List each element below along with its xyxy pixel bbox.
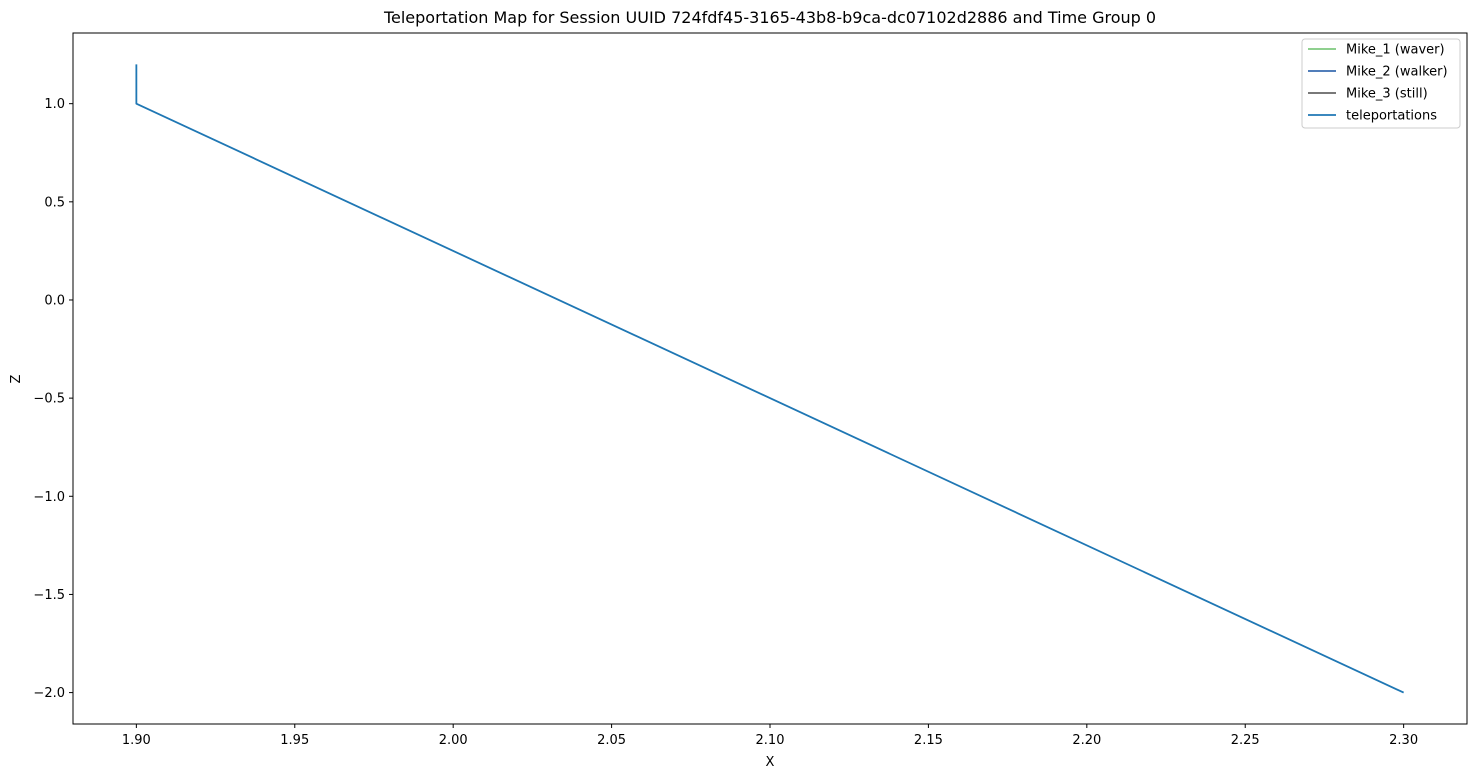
y-tick-label: −2.0 bbox=[33, 686, 65, 701]
x-tick-label: 1.90 bbox=[122, 733, 151, 748]
plot-area bbox=[72, 32, 1468, 725]
legend-box bbox=[1301, 38, 1461, 129]
x-tick-label: 1.95 bbox=[280, 733, 309, 748]
x-tick-label: 2.10 bbox=[756, 733, 785, 748]
legend: Mike_1 (waver) Mike_2 (walker) Mike_3 (sti… bbox=[1301, 38, 1461, 129]
y-tick-label: −0.5 bbox=[33, 392, 65, 407]
x-tick-label: 2.25 bbox=[1231, 733, 1260, 748]
y-axis-label: Z bbox=[9, 374, 24, 383]
legend-label-0: Mike_1 (waver) bbox=[1346, 43, 1445, 58]
y-tick-label: 0.0 bbox=[44, 293, 65, 308]
series-line-3 bbox=[135, 64, 1405, 694]
y-tick-label: −1.0 bbox=[33, 490, 65, 505]
x-axis-label: X bbox=[766, 755, 775, 770]
x-tick-label: 2.00 bbox=[439, 733, 468, 748]
chart-title: Teleportation Map for Session UUID 724fd… bbox=[383, 8, 1156, 27]
series-layer bbox=[135, 64, 1405, 694]
y-tick-label: 0.5 bbox=[44, 195, 65, 210]
legend-label-1: Mike_2 (walker) bbox=[1346, 65, 1448, 80]
y-tick-label: 1.0 bbox=[44, 97, 65, 112]
x-tick-label: 2.30 bbox=[1389, 733, 1418, 748]
x-tick-label: 2.20 bbox=[1072, 733, 1101, 748]
x-tick-label: 2.05 bbox=[597, 733, 626, 748]
x-tick-label: 2.15 bbox=[914, 733, 943, 748]
legend-label-2: Mike_3 (still) bbox=[1346, 87, 1428, 102]
y-axis-ticks: 1.0 0.5 0.0 −0.5 −1.0 −1.5 −2.0 bbox=[33, 97, 73, 701]
legend-label-3: teleportations bbox=[1346, 109, 1437, 124]
y-tick-label: −1.5 bbox=[33, 588, 65, 603]
x-axis-ticks: 1.90 1.95 2.00 2.05 2.10 2.15 2.20 2.25 2.30 bbox=[122, 724, 1418, 748]
plot-frame bbox=[72, 32, 1468, 725]
